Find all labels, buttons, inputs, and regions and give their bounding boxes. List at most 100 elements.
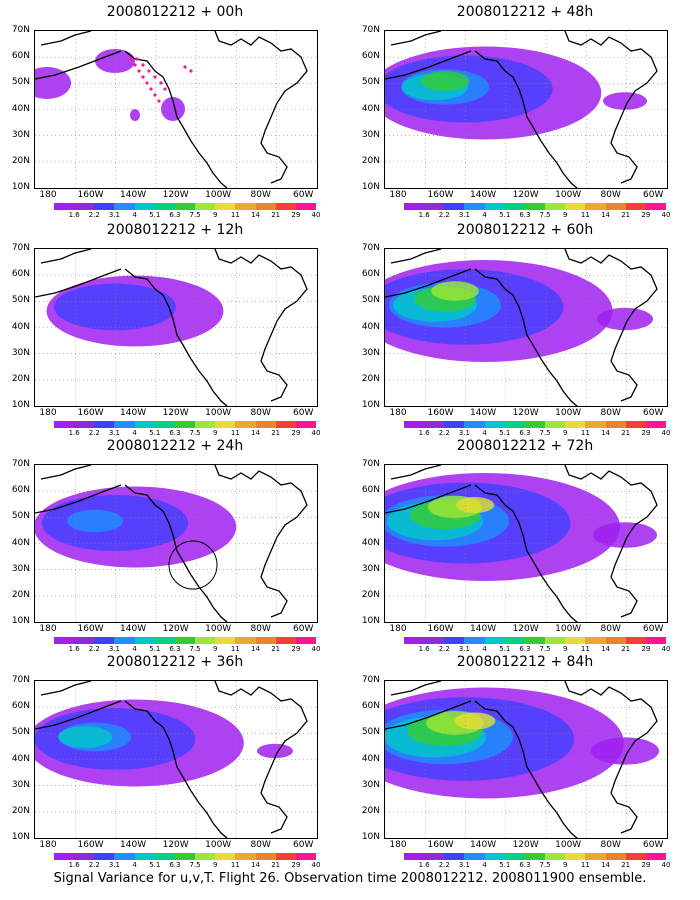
lon-label: 60W <box>293 408 314 418</box>
colorbar-label: 2.2 <box>88 645 100 653</box>
colorbar-label: 3.1 <box>458 429 471 437</box>
lat-label: 70N <box>361 459 380 469</box>
colorbar-swatch <box>94 853 115 860</box>
observation-marker <box>133 63 137 67</box>
colorbar-label: 14 <box>601 861 610 869</box>
colorbar-label: 3.1 <box>108 211 121 219</box>
lon-label: 120W <box>512 408 539 418</box>
colorbar-swatch <box>114 853 135 860</box>
lat-label: 30N <box>361 347 380 358</box>
observation-marker <box>159 81 163 85</box>
colorbar-swatch <box>645 637 667 644</box>
colorbar-swatch <box>545 853 566 860</box>
colorbar-swatch <box>235 853 256 860</box>
colorbar-swatch <box>114 637 135 644</box>
lat-label: 10N <box>361 832 380 842</box>
map-panel: 2008012212 + 00h 70N 60N 50N 40N 30N 20N 10N 180… <box>0 0 340 219</box>
colorbar-label: 40 <box>311 211 321 219</box>
colorbar-swatch <box>484 421 505 428</box>
lon-label: 160W <box>77 624 104 634</box>
colorbar-label: 4 <box>132 861 137 869</box>
colorbar-label: 3.1 <box>108 861 121 869</box>
lat-label: 70N <box>11 459 30 469</box>
panel-title: 2008012212 + 84h <box>456 654 594 670</box>
colorbar-swatch <box>444 637 465 644</box>
lat-label: 20N <box>361 805 380 816</box>
variance-contour <box>454 712 496 730</box>
colorbar-swatch <box>295 203 317 210</box>
variance-contour <box>54 283 176 331</box>
colorbar-swatch <box>54 421 75 428</box>
colorbar-label: 29 <box>291 861 301 869</box>
colorbar-swatch <box>444 203 465 210</box>
lon-label: 100W <box>555 840 582 850</box>
map-panel: 2008012212 + 24h 70N 60N 50N 40N 30N 20N 10N 180… <box>0 434 340 653</box>
observation-marker <box>129 57 133 61</box>
lat-label: 10N <box>11 616 30 626</box>
colorbar-label: 40 <box>661 429 671 437</box>
colorbar-swatch <box>74 853 95 860</box>
colorbar-swatch <box>255 203 276 210</box>
coastline <box>385 50 472 80</box>
lat-label: 70N <box>11 243 30 253</box>
lat-label: 50N <box>361 77 380 88</box>
coastline <box>40 465 92 480</box>
colorbar-label: 40 <box>311 861 321 869</box>
colorbar-label: 11 <box>580 645 590 653</box>
colorbar-swatch <box>174 853 196 860</box>
colorbar-label: 7.5 <box>189 861 201 869</box>
observation-marker <box>163 87 167 91</box>
colorbar-swatch <box>295 637 317 644</box>
colorbar-swatch <box>404 853 425 860</box>
colorbar-label: 1.6 <box>418 429 430 437</box>
colorbar-label: 40 <box>661 211 671 219</box>
colorbar <box>54 421 317 428</box>
lon-label: 80W <box>250 190 271 200</box>
colorbar-label: 14 <box>251 645 260 653</box>
lon-label: 60W <box>643 408 664 418</box>
colorbar-label: 9 <box>562 861 568 869</box>
lon-label: 60W <box>643 190 664 200</box>
lat-label: 20N <box>11 589 30 600</box>
lat-label: 20N <box>11 155 30 166</box>
observation-marker <box>183 65 187 69</box>
lon-label: 120W <box>162 190 189 200</box>
colorbar-swatch <box>404 421 425 428</box>
variance-contour <box>257 743 293 759</box>
map-plot <box>34 464 318 623</box>
colorbar-swatch <box>565 853 586 860</box>
lat-label: 60N <box>11 485 30 496</box>
coastline <box>214 249 308 402</box>
colorbar-swatch <box>215 853 236 860</box>
colorbar-label: 29 <box>641 861 651 869</box>
colorbar-swatch <box>215 637 236 644</box>
colorbar-swatch <box>504 853 525 860</box>
colorbar-label: 9 <box>212 861 218 869</box>
lon-label: 100W <box>205 840 232 850</box>
coastline <box>385 484 472 514</box>
variance-contour <box>58 726 112 748</box>
lon-label: 160W <box>77 840 104 850</box>
colorbar-swatch <box>504 637 525 644</box>
colorbar-label: 4 <box>132 645 137 653</box>
lat-label: 40N <box>11 103 30 114</box>
map-panel: 2008012212 + 60h 70N 60N 50N 40N 30N 20N 10N 180… <box>350 218 690 437</box>
lon-label: 140W <box>120 408 147 418</box>
colorbar-label: 7.5 <box>189 645 201 653</box>
variance-contour <box>597 307 653 331</box>
colorbar-swatch <box>545 637 566 644</box>
figure-caption: Signal Variance for u,v,T. Flight 26. Ob… <box>53 871 647 886</box>
colorbar-label: 4 <box>482 429 487 437</box>
colorbar-label: 11 <box>230 429 240 437</box>
colorbar-label: 9 <box>562 211 568 219</box>
colorbar-swatch <box>94 421 115 428</box>
colorbar-swatch <box>235 637 256 644</box>
lon-label: 180 <box>39 408 57 418</box>
lon-label: 80W <box>600 190 621 200</box>
map-plot <box>384 248 668 407</box>
colorbar-swatch <box>524 637 546 644</box>
colorbar-label: 6.3 <box>519 645 531 653</box>
colorbar-swatch <box>625 421 646 428</box>
colorbar-swatch <box>424 853 445 860</box>
coastline <box>564 681 658 834</box>
